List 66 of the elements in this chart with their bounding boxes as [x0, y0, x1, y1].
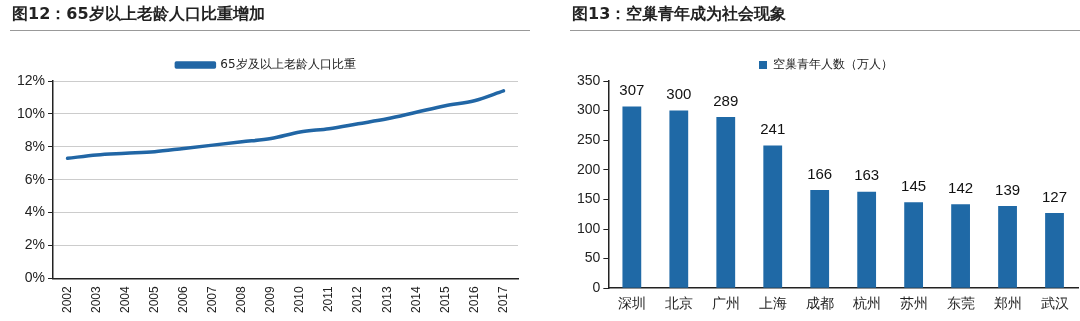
x-tick-label: 2005	[147, 285, 162, 314]
x-tick-label: 2010	[292, 285, 307, 314]
x-tick-label: 2012	[350, 285, 365, 314]
y-tick-label: 8%	[24, 137, 46, 154]
x-tick-label: 2014	[408, 285, 423, 314]
x-tick-label: 郑州	[993, 295, 1022, 312]
x-tick-label: 2016	[466, 285, 481, 314]
data-label: 163	[854, 166, 880, 184]
data-label: 142	[948, 178, 974, 196]
bar	[716, 117, 736, 288]
y-tick-label: 0	[592, 279, 601, 296]
x-tick-label: 上海	[758, 295, 787, 312]
y-tick-label: 10%	[16, 104, 46, 121]
x-tick-label: 武汉	[1040, 295, 1069, 312]
bar	[998, 205, 1017, 288]
data-label: 289	[713, 91, 739, 109]
data-label: 145	[901, 177, 927, 194]
x-tick-label: 2003	[88, 285, 103, 314]
line-series	[65, 89, 506, 161]
x-tick-label: 杭州	[851, 295, 881, 312]
data-label: 300	[666, 85, 692, 103]
x-tick-label: 东莞	[946, 295, 975, 312]
data-label: 241	[760, 120, 786, 138]
x-tick-label: 2008	[234, 285, 249, 314]
bar	[763, 145, 783, 288]
x-tick-label: 2011	[321, 285, 336, 313]
x-tick-label: 2009	[263, 285, 278, 314]
data-label: 127	[1042, 187, 1068, 205]
x-tick-label: 2015	[437, 285, 452, 314]
x-tick-label: 2017	[495, 285, 510, 314]
y-tick-label: 4%	[24, 203, 46, 220]
x-tick-label: 北京	[664, 295, 693, 312]
x-tick-label: 2013	[379, 285, 394, 314]
legend-label: 空巢青年人数（万人）	[773, 57, 893, 72]
x-tick-label: 苏州	[899, 295, 928, 312]
bar	[951, 204, 970, 288]
bar	[669, 110, 689, 288]
y-tick-label: 2%	[24, 236, 46, 253]
x-tick-label: 2002	[59, 285, 74, 314]
bar	[622, 106, 642, 288]
bar	[857, 191, 877, 288]
y-tick-label: 150	[577, 190, 601, 207]
data-label: 307	[619, 81, 645, 99]
y-tick-label: 300	[577, 101, 601, 118]
chart-title: 图13：空巢青年成为社会现象	[570, 0, 1080, 31]
bar	[1045, 213, 1064, 288]
data-label: 166	[807, 164, 833, 182]
y-tick-label: 12%	[16, 71, 46, 88]
y-tick-label: 0%	[24, 269, 46, 286]
y-tick-label: 100	[577, 219, 601, 236]
y-tick-label: 250	[577, 131, 601, 148]
data-label: 139	[995, 180, 1021, 198]
bar	[810, 189, 830, 288]
x-tick-label: 广州	[711, 295, 740, 312]
x-tick-label: 成都	[805, 295, 834, 312]
x-tick-label: 2007	[205, 285, 220, 314]
y-tick-label: 350	[577, 71, 601, 88]
y-tick-label: 200	[577, 160, 601, 177]
x-tick-label: 2006	[176, 285, 191, 314]
y-tick-label: 50	[584, 249, 601, 266]
x-tick-label: 深圳	[617, 295, 646, 312]
legend-label: 65岁及以上老龄人口比重	[220, 57, 356, 72]
x-tick-label: 2004	[117, 285, 132, 314]
bar	[904, 202, 924, 288]
y-tick-label: 6%	[24, 170, 46, 187]
chart-title: 图12：65岁以上老龄人口比重增加	[10, 0, 530, 31]
